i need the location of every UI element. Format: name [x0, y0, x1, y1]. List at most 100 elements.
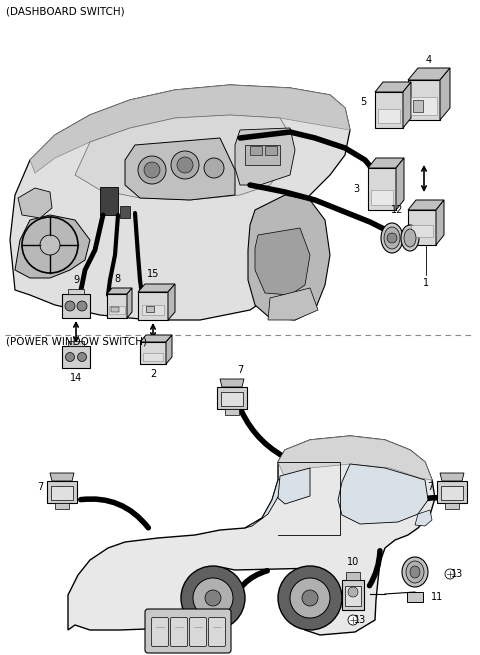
Bar [100, 187, 118, 215]
Bar [142, 305, 164, 315]
Polygon shape [47, 481, 77, 503]
Ellipse shape [402, 557, 428, 587]
Text: 7: 7 [427, 482, 433, 492]
Circle shape [278, 566, 342, 630]
Circle shape [65, 352, 74, 362]
Polygon shape [50, 473, 74, 481]
Polygon shape [10, 85, 350, 320]
Circle shape [204, 158, 224, 178]
Polygon shape [346, 572, 360, 580]
Circle shape [77, 352, 86, 362]
Text: 2: 2 [150, 369, 156, 379]
Ellipse shape [401, 225, 419, 251]
Polygon shape [248, 195, 330, 320]
Polygon shape [368, 158, 404, 168]
Circle shape [40, 235, 60, 255]
Circle shape [77, 301, 87, 311]
Polygon shape [338, 464, 428, 524]
Bar [407, 592, 423, 602]
Text: 8: 8 [114, 274, 120, 284]
Polygon shape [138, 292, 168, 320]
Circle shape [65, 301, 75, 311]
Circle shape [290, 578, 330, 618]
Ellipse shape [410, 566, 420, 578]
Circle shape [445, 569, 455, 579]
Polygon shape [375, 92, 403, 128]
Polygon shape [51, 486, 73, 500]
Circle shape [205, 590, 221, 606]
Polygon shape [408, 80, 440, 120]
Polygon shape [445, 503, 459, 509]
Circle shape [193, 578, 233, 618]
Polygon shape [68, 341, 84, 346]
Bar [146, 306, 154, 312]
Polygon shape [55, 503, 69, 509]
Circle shape [171, 151, 199, 179]
Polygon shape [125, 138, 235, 200]
Bar [265, 146, 277, 155]
Polygon shape [278, 468, 310, 504]
Text: 9: 9 [73, 275, 79, 285]
Polygon shape [437, 481, 467, 503]
FancyBboxPatch shape [170, 618, 188, 646]
Circle shape [181, 566, 245, 630]
Polygon shape [138, 284, 175, 292]
Polygon shape [220, 379, 244, 387]
Bar [250, 146, 262, 155]
Polygon shape [345, 586, 361, 606]
Polygon shape [140, 342, 166, 364]
Text: 15: 15 [147, 269, 159, 279]
Polygon shape [18, 188, 52, 218]
Bar [245, 145, 280, 165]
Polygon shape [15, 215, 90, 278]
Polygon shape [140, 335, 172, 342]
Polygon shape [408, 68, 450, 80]
Polygon shape [440, 68, 450, 120]
Text: (DASHBOARD SWITCH): (DASHBOARD SWITCH) [6, 7, 125, 17]
Polygon shape [245, 478, 285, 528]
Text: 12: 12 [391, 205, 403, 215]
Text: 14: 14 [70, 373, 82, 383]
Polygon shape [62, 294, 90, 318]
Polygon shape [375, 82, 411, 92]
Polygon shape [342, 580, 364, 610]
Text: 3: 3 [353, 184, 359, 194]
Polygon shape [278, 436, 432, 480]
Polygon shape [368, 168, 396, 210]
Polygon shape [396, 158, 404, 210]
Text: (POWER WINDOW SWITCH): (POWER WINDOW SWITCH) [6, 337, 147, 347]
Ellipse shape [381, 223, 403, 253]
Circle shape [348, 615, 358, 625]
Polygon shape [62, 346, 90, 368]
Text: 7: 7 [237, 365, 243, 375]
Bar [378, 109, 400, 123]
Polygon shape [30, 85, 350, 173]
Text: 5: 5 [360, 97, 366, 107]
Polygon shape [68, 289, 84, 294]
FancyBboxPatch shape [152, 618, 168, 646]
Bar [111, 307, 119, 312]
Polygon shape [408, 200, 444, 210]
FancyBboxPatch shape [208, 618, 226, 646]
Circle shape [348, 587, 358, 597]
Polygon shape [107, 294, 127, 318]
Polygon shape [75, 115, 290, 200]
Polygon shape [221, 392, 243, 406]
Text: 13: 13 [354, 615, 366, 625]
Text: 1: 1 [423, 278, 429, 288]
Polygon shape [107, 288, 132, 294]
Bar [411, 225, 433, 237]
Polygon shape [235, 128, 295, 185]
Polygon shape [68, 436, 435, 635]
Polygon shape [403, 82, 411, 128]
Polygon shape [415, 510, 432, 526]
Polygon shape [436, 200, 444, 245]
Polygon shape [166, 335, 172, 364]
Bar [120, 206, 130, 218]
Text: 4: 4 [426, 55, 432, 65]
Text: 10: 10 [347, 557, 359, 567]
Circle shape [144, 162, 160, 178]
Text: 11: 11 [431, 592, 443, 602]
Polygon shape [408, 210, 436, 245]
Ellipse shape [406, 561, 424, 583]
